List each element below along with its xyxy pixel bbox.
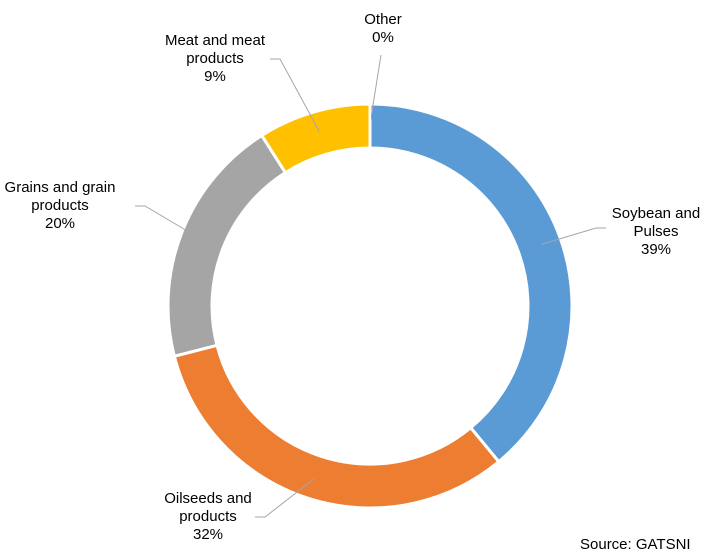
slice-meat-and-meat-products xyxy=(259,102,372,175)
slice-grains-and-grain-products xyxy=(166,133,288,359)
slice-oilseeds-and-products xyxy=(172,343,501,510)
data-label-meat-and-meat-products: Meat and meat products 9% xyxy=(165,32,266,85)
data-label-soybean-and-pulses: Soybean and Pulses 39% xyxy=(612,205,700,258)
source-note: Source: GATSNI xyxy=(580,536,691,553)
data-label-other: Other 0% xyxy=(364,11,402,46)
leader-line-meat-and-meat-products xyxy=(270,58,320,132)
leader-line-other xyxy=(369,54,382,125)
data-label-oilseeds-and-products: Oilseeds and products 32% xyxy=(164,490,252,543)
leader-line-oilseeds-and-products xyxy=(255,478,315,518)
slice-soybean-and-pulses xyxy=(368,102,574,464)
leader-line-grains-and-grain-products xyxy=(135,205,202,240)
leader-line-soybean-and-pulses xyxy=(541,227,606,245)
data-label-grains-and-grain-products: Grains and grain products 20% xyxy=(5,179,116,232)
